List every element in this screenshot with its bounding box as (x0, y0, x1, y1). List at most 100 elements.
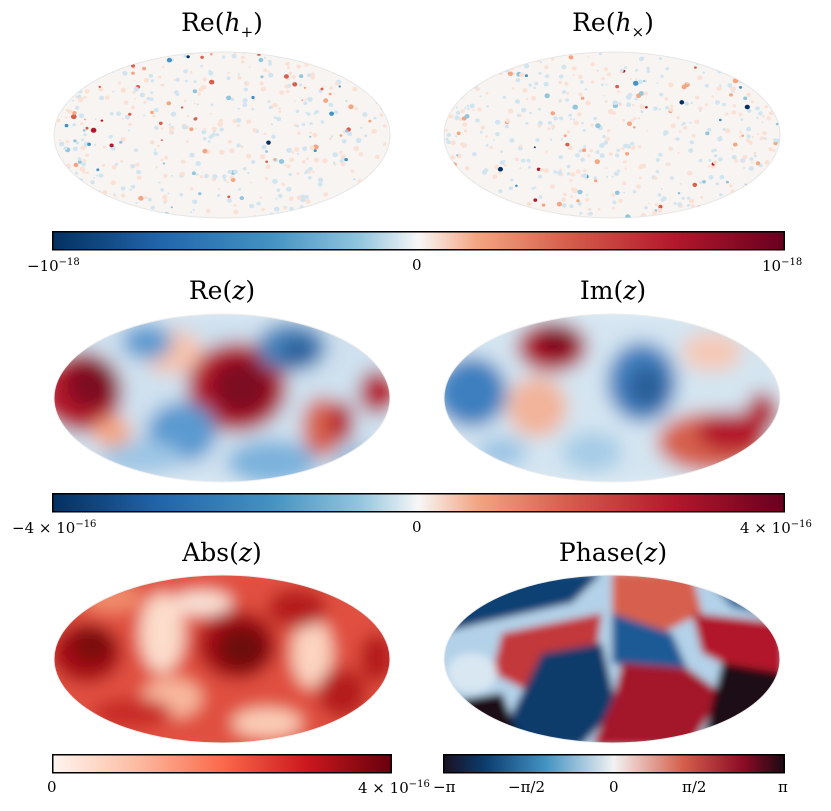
noise-speckle (467, 107, 470, 111)
noise-speckle (612, 100, 618, 106)
noise-speckle (64, 213, 67, 217)
noise-speckle (71, 114, 77, 120)
noise-speckle (75, 141, 80, 145)
noise-speckle (739, 130, 743, 134)
noise-speckle (579, 211, 583, 215)
noise-speckle (279, 90, 285, 95)
noise-speckle (210, 103, 214, 107)
noise-speckle (656, 82, 659, 84)
noise-speckle (658, 57, 662, 61)
noise-speckle (73, 85, 78, 90)
noise-speckle (646, 66, 650, 70)
map-im-z (443, 313, 781, 483)
noise-speckle (88, 208, 92, 211)
noise-speckle (59, 141, 65, 147)
noise-speckle (237, 76, 242, 80)
noise-speckle (291, 75, 296, 79)
noise-speckle (606, 175, 609, 178)
noise-speckle (235, 118, 242, 123)
noise-speckle (562, 90, 567, 94)
noise-speckle (263, 132, 267, 136)
noise-speckle (246, 153, 252, 159)
noise-speckle (568, 146, 573, 151)
noise-speckle (536, 52, 539, 53)
noise-speckle (486, 105, 489, 108)
noise-speckle (751, 136, 754, 138)
noise-speckle (773, 138, 778, 143)
noise-speckle (74, 171, 78, 175)
noise-speckle (577, 189, 583, 195)
noise-speckle (633, 80, 639, 86)
noise-speckle (476, 207, 479, 211)
noise-speckle (68, 212, 73, 217)
noise-speckle (95, 201, 99, 205)
noise-speckle (483, 168, 489, 173)
noise-speckle (622, 143, 628, 148)
noise-speckle (502, 64, 505, 67)
noise-speckle (744, 60, 750, 65)
noise-speckle (634, 77, 638, 80)
noise-speckle (741, 134, 744, 137)
noise-speckle (586, 212, 590, 215)
noise-speckle (617, 90, 620, 93)
title-re-hcross: Re(h×) (572, 8, 654, 41)
noise-speckle (202, 52, 206, 53)
noise-speckle (727, 83, 733, 88)
noise-speckle (388, 52, 390, 55)
noise-speckle (698, 181, 702, 185)
noise-speckle (577, 112, 582, 117)
noise-speckle (593, 179, 598, 183)
noise-speckle (99, 95, 105, 101)
noise-speckle (767, 169, 772, 174)
noise-speckle (713, 208, 717, 211)
noise-speckle (78, 90, 83, 94)
noise-speckle (522, 88, 528, 93)
noise-speckle (547, 127, 551, 131)
noise-speckle (283, 164, 287, 167)
noise-speckle (585, 198, 590, 202)
noise-speckle (227, 198, 232, 203)
noise-speckle (712, 160, 718, 165)
noise-speckle (665, 67, 670, 71)
noise-speckle (725, 128, 731, 134)
noise-speckle (341, 139, 347, 144)
noise-speckle (253, 214, 257, 218)
noise-speckle (286, 186, 292, 192)
noise-speckle (130, 184, 136, 189)
noise-speckle (54, 189, 58, 194)
noise-speckle (248, 65, 251, 68)
noise-speckle (653, 176, 658, 180)
noise-speckle (775, 58, 780, 63)
noise-speckle (375, 154, 380, 159)
noise-speckle (496, 58, 502, 64)
noise-speckle (664, 97, 669, 101)
noise-speckle (193, 80, 197, 84)
title-re-z: Re(z) (188, 276, 256, 305)
noise-speckle (77, 52, 80, 53)
noise-speckle (607, 109, 614, 115)
noise-speckle (630, 145, 636, 150)
noise-speckle (136, 175, 142, 181)
noise-speckle (229, 148, 235, 153)
noise-speckle (694, 119, 700, 125)
noise-speckle (683, 126, 688, 130)
noise-speckle (577, 201, 582, 206)
noise-speckle (698, 158, 703, 163)
noise-speckle (297, 131, 301, 135)
noise-speckle (705, 131, 710, 136)
noise-speckle (759, 136, 765, 141)
noise-speckle (677, 202, 682, 207)
map-re-hplus (53, 51, 391, 219)
noise-speckle (523, 63, 530, 69)
noise-speckle (520, 158, 526, 163)
noise-speckle (575, 153, 580, 158)
noise-speckle (155, 166, 158, 169)
noise-speckle (298, 52, 302, 54)
noise-speckle (462, 122, 468, 127)
noise-speckle (503, 164, 507, 167)
noise-speckle (717, 136, 723, 142)
noise-speckle (477, 107, 482, 112)
noise-speckle (538, 71, 542, 75)
noise-speckle (669, 176, 674, 180)
noise-speckle (764, 160, 770, 165)
